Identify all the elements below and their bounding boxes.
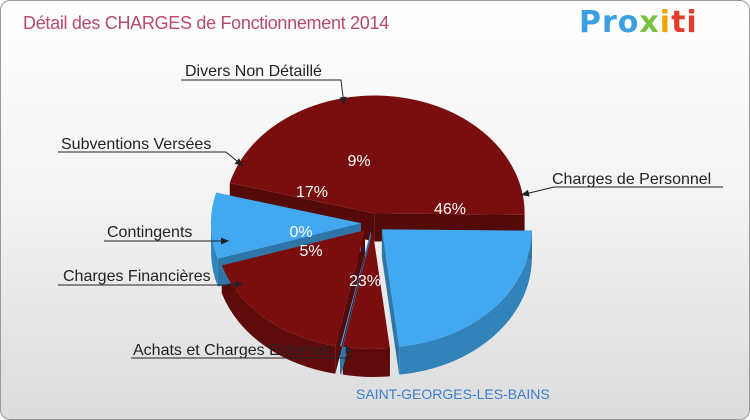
- leader-arrow: [234, 158, 243, 166]
- leader-arrow: [345, 345, 353, 354]
- pie-slice-top: [221, 230, 365, 346]
- commune-name: SAINT-GEORGES-LES-BAINS: [356, 386, 550, 402]
- slice-category-label: Contingents: [107, 224, 192, 241]
- leader-line: [58, 151, 244, 167]
- leader-arrow: [339, 96, 347, 105]
- pie-slice-side: [221, 265, 336, 374]
- pie-slice-top: [381, 229, 532, 347]
- slice-category-label: Charges Financières: [63, 268, 211, 285]
- leader-arrow: [221, 237, 229, 245]
- slice-value-label: 9%: [347, 153, 370, 170]
- logo-part-3: i: [659, 5, 672, 40]
- slice-category-label: Subventions Versées: [61, 136, 211, 153]
- slice-category-label: Achats et Charges Externes: [133, 342, 332, 359]
- chart-title: Détail des CHARGES de Fonctionnement 201…: [23, 13, 389, 33]
- pie-slice-side: [211, 223, 218, 287]
- pie-slice-top: [340, 230, 371, 347]
- leader-line: [520, 186, 723, 196]
- slice-value-label: 17%: [296, 184, 328, 201]
- pie-slice-side: [399, 230, 532, 375]
- slice-value-label: 0%: [289, 224, 312, 241]
- pie-slice-top: [229, 95, 525, 215]
- pie-slice-top: [211, 192, 362, 259]
- pie-slice-wall: [381, 229, 400, 375]
- slice-value-label: 23%: [349, 273, 381, 290]
- pie-tops: [211, 95, 532, 349]
- slice-category-label: Charges de Personnel: [552, 171, 711, 188]
- pie-slice-side: [342, 346, 390, 377]
- leader-arrow: [234, 280, 243, 288]
- slice-category-label: Divers Non Détaillé: [185, 63, 322, 80]
- slice-value-label: 46%: [434, 201, 466, 218]
- leader-arrow: [521, 189, 530, 197]
- leader-line: [181, 79, 345, 106]
- proxiti-logo: Proxiti: [579, 5, 698, 40]
- slice-labels: Charges de Personnel Achats et Charges Ex…: [58, 63, 723, 359]
- logo-part-2: x: [639, 5, 660, 40]
- slice-value-label: 5%: [299, 243, 322, 260]
- logo-part-4: ti: [671, 5, 698, 40]
- logo-part-1: Pro: [579, 5, 640, 40]
- pie-slice-top: [342, 230, 390, 349]
